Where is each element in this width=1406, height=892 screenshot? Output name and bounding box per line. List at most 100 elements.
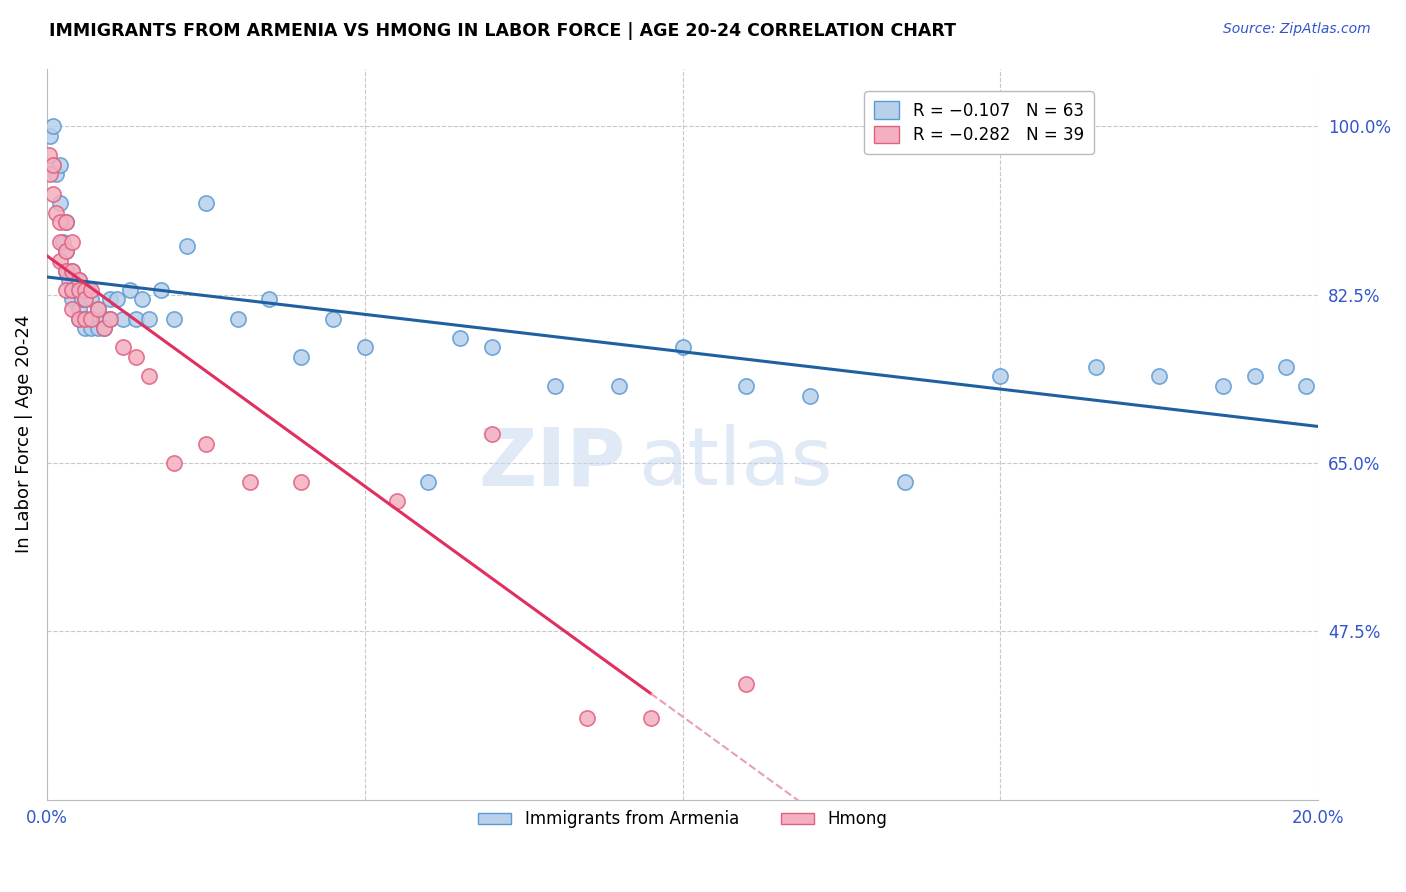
Point bbox=[60, 235, 83, 249]
Point bbox=[58, 273, 80, 287]
Point bbox=[990, 369, 1012, 384]
Point bbox=[385, 494, 408, 508]
Point bbox=[481, 341, 503, 355]
Point bbox=[48, 215, 70, 229]
Point bbox=[576, 711, 599, 725]
Point bbox=[1212, 379, 1234, 393]
Text: IMMIGRANTS FROM ARMENIA VS HMONG IN LABOR FORCE | AGE 20-24 CORRELATION CHART: IMMIGRANTS FROM ARMENIA VS HMONG IN LABO… bbox=[49, 22, 956, 40]
Point bbox=[239, 475, 262, 489]
Point bbox=[194, 436, 217, 450]
Point bbox=[45, 167, 67, 181]
Point bbox=[38, 148, 60, 162]
Point bbox=[55, 244, 77, 259]
Point bbox=[259, 293, 281, 307]
Point bbox=[77, 283, 100, 297]
Point bbox=[87, 301, 110, 316]
Point bbox=[125, 350, 148, 364]
Point bbox=[60, 263, 83, 277]
Point bbox=[60, 283, 83, 297]
Point bbox=[226, 311, 249, 326]
Point bbox=[73, 321, 96, 335]
Point bbox=[48, 235, 70, 249]
Point bbox=[42, 158, 65, 172]
Text: ZIP: ZIP bbox=[478, 425, 626, 502]
Point bbox=[290, 350, 312, 364]
Point bbox=[105, 293, 128, 307]
Point bbox=[194, 196, 217, 211]
Point bbox=[353, 341, 375, 355]
Point bbox=[481, 427, 503, 442]
Point bbox=[48, 253, 70, 268]
Point bbox=[73, 293, 96, 307]
Point bbox=[607, 379, 630, 393]
Point bbox=[55, 215, 77, 229]
Point bbox=[55, 263, 77, 277]
Point bbox=[112, 341, 135, 355]
Point bbox=[60, 263, 83, 277]
Point bbox=[80, 311, 103, 326]
Point bbox=[894, 475, 917, 489]
Point bbox=[73, 283, 96, 297]
Point bbox=[73, 311, 96, 326]
Point bbox=[80, 321, 103, 335]
Point bbox=[42, 120, 65, 134]
Point bbox=[449, 331, 471, 345]
Point bbox=[163, 456, 186, 470]
Point bbox=[1084, 359, 1107, 374]
Point bbox=[42, 186, 65, 201]
Point bbox=[93, 321, 115, 335]
Point bbox=[73, 311, 96, 326]
Point bbox=[60, 293, 83, 307]
Point bbox=[55, 263, 77, 277]
Point bbox=[55, 283, 77, 297]
Point bbox=[65, 283, 87, 297]
Point bbox=[100, 293, 122, 307]
Point bbox=[48, 196, 70, 211]
Point bbox=[48, 158, 70, 172]
Point bbox=[100, 311, 122, 326]
Point bbox=[735, 677, 758, 691]
Point bbox=[42, 158, 65, 172]
Text: Source: ZipAtlas.com: Source: ZipAtlas.com bbox=[1223, 22, 1371, 37]
Point bbox=[131, 293, 153, 307]
Point bbox=[93, 321, 115, 335]
Point bbox=[799, 388, 821, 402]
Point bbox=[1295, 379, 1317, 393]
Point bbox=[138, 369, 160, 384]
Point bbox=[1275, 359, 1298, 374]
Point bbox=[322, 311, 344, 326]
Point bbox=[93, 311, 115, 326]
Point bbox=[112, 311, 135, 326]
Point bbox=[55, 244, 77, 259]
Point bbox=[87, 301, 110, 316]
Point bbox=[80, 283, 103, 297]
Point bbox=[100, 311, 122, 326]
Point bbox=[125, 311, 148, 326]
Point bbox=[67, 273, 90, 287]
Point bbox=[290, 475, 312, 489]
Point bbox=[80, 311, 103, 326]
Point bbox=[671, 341, 693, 355]
Point bbox=[52, 235, 75, 249]
Point bbox=[67, 273, 90, 287]
Point bbox=[544, 379, 567, 393]
Point bbox=[67, 311, 90, 326]
Point bbox=[418, 475, 440, 489]
Point bbox=[39, 128, 62, 143]
Legend: Immigrants from Armenia, Hmong: Immigrants from Armenia, Hmong bbox=[471, 804, 894, 835]
Text: atlas: atlas bbox=[638, 425, 832, 502]
Point bbox=[39, 167, 62, 181]
Point bbox=[67, 311, 90, 326]
Point bbox=[87, 321, 110, 335]
Point bbox=[70, 293, 93, 307]
Point bbox=[735, 379, 758, 393]
Point bbox=[176, 239, 198, 253]
Point bbox=[55, 215, 77, 229]
Point bbox=[80, 293, 103, 307]
Point bbox=[73, 293, 96, 307]
Point bbox=[1149, 369, 1171, 384]
Point bbox=[163, 311, 186, 326]
Point bbox=[67, 301, 90, 316]
Y-axis label: In Labor Force | Age 20-24: In Labor Force | Age 20-24 bbox=[15, 315, 32, 553]
Point bbox=[45, 206, 67, 220]
